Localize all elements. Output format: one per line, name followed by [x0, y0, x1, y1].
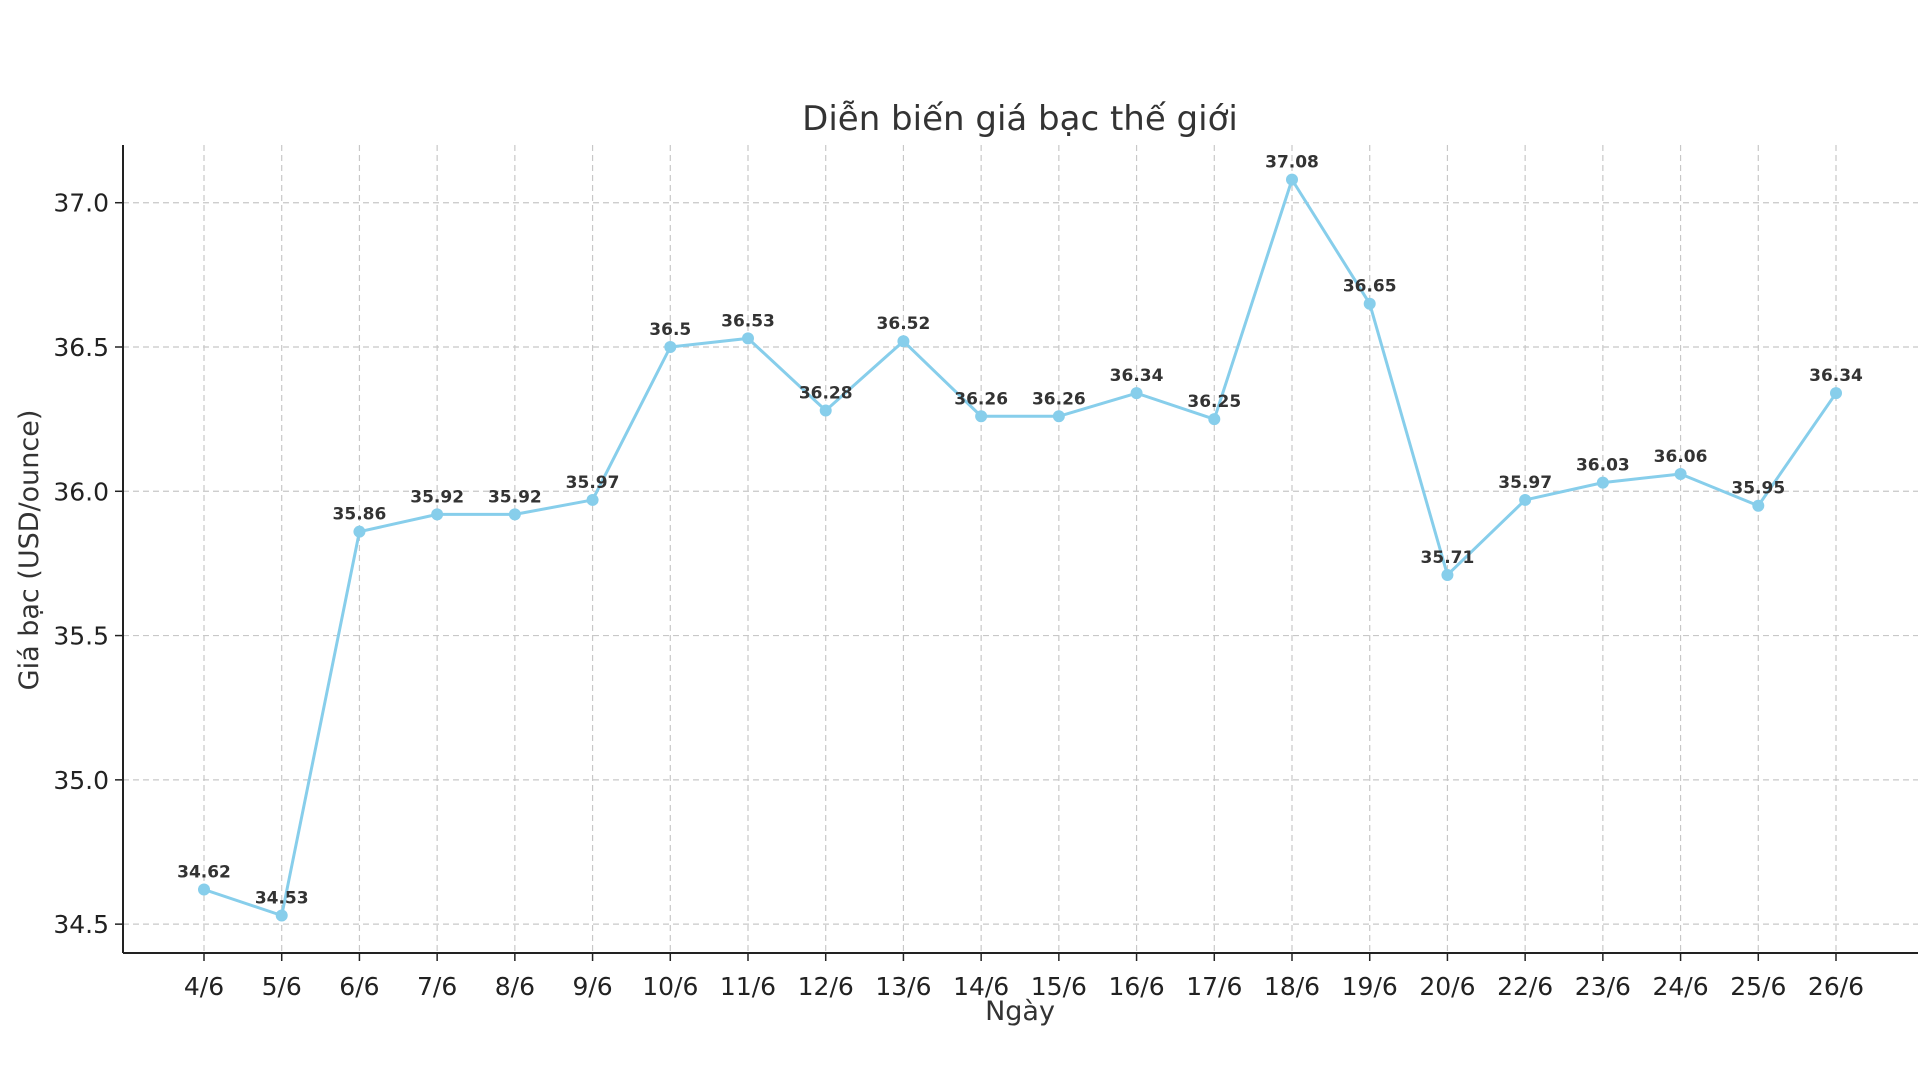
data-point [1286, 173, 1298, 186]
data-label: 36.06 [1654, 447, 1708, 467]
x-tick-label: 12/6 [798, 972, 854, 1001]
data-label: 34.53 [255, 888, 309, 908]
x-tick-label: 15/6 [1031, 972, 1087, 1001]
data-label: 36.34 [1809, 366, 1863, 386]
data-label: 36.26 [1032, 389, 1086, 409]
x-tick-label: 22/6 [1497, 972, 1553, 1001]
y-tick-label: 35.0 [53, 766, 109, 795]
y-tick-label: 35.5 [53, 622, 109, 651]
x-tick-label: 24/6 [1653, 972, 1709, 1001]
x-tick-label: 14/6 [953, 972, 1009, 1001]
data-point [742, 332, 754, 345]
y-tick-label: 34.5 [53, 910, 109, 939]
data-label: 36.53 [721, 311, 775, 331]
x-tick-label: 23/6 [1575, 972, 1631, 1001]
data-point [1752, 499, 1765, 512]
data-label: 36.03 [1576, 456, 1630, 476]
data-point [664, 341, 677, 353]
data-point [1519, 493, 1532, 506]
label-layer: 34.62 34.53 35.86 35.92 35.92 35.97 36.5 36.53 3… [177, 153, 1863, 909]
data-point [1130, 387, 1143, 400]
x-tick-label: 16/6 [1109, 972, 1165, 1001]
data-label: 36.25 [1187, 392, 1241, 412]
series-line [203, 178, 1838, 917]
x-tick-label: 5/6 [262, 972, 302, 1001]
data-label: 36.28 [799, 383, 853, 403]
x-tick-label: 26/6 [1808, 972, 1864, 1001]
x-tick-label: 9/6 [572, 972, 612, 1001]
x-tick-label: 7/6 [417, 972, 457, 1001]
data-label: 35.97 [1498, 473, 1552, 493]
y-tick-label: 36.0 [53, 477, 109, 506]
y-tick-label: 37.0 [53, 189, 109, 218]
data-point [1830, 387, 1842, 400]
data-point [897, 335, 910, 348]
data-label: 35.92 [488, 487, 542, 507]
data-point [1441, 568, 1454, 581]
y-axis-label: Giá bạc (USD/ounce) [14, 410, 45, 691]
data-point [508, 508, 521, 521]
data-label: 35.95 [1731, 479, 1785, 499]
data-label: 36.52 [877, 314, 931, 334]
data-point [1052, 410, 1065, 423]
x-tick-label: 10/6 [642, 972, 698, 1001]
data-label: 37.08 [1265, 153, 1319, 173]
x-tick-label: 4/6 [184, 972, 224, 1001]
chart-title: Diễn biến giá bạc thế giới [802, 99, 1238, 139]
data-point [819, 404, 832, 417]
data-label: 35.86 [333, 505, 387, 525]
data-point [1596, 476, 1609, 489]
series-layer [198, 173, 1842, 922]
data-label: 35.71 [1421, 548, 1475, 568]
data-point [1674, 467, 1687, 480]
data-label: 35.97 [566, 473, 620, 493]
data-point [1363, 297, 1376, 310]
data-point [198, 883, 210, 896]
x-tick-label: 19/6 [1342, 972, 1398, 1001]
x-tick-label: 20/6 [1419, 972, 1475, 1001]
data-label: 34.62 [177, 863, 231, 883]
x-tick-label: 8/6 [495, 972, 535, 1001]
x-tick-label: 18/6 [1264, 972, 1320, 1001]
x-tick-label: 25/6 [1730, 972, 1786, 1001]
data-label: 36.34 [1110, 366, 1164, 386]
x-tick-label: 17/6 [1186, 972, 1242, 1001]
x-tick-label: 6/6 [339, 972, 379, 1001]
data-point [1208, 413, 1221, 426]
data-label: 35.92 [410, 487, 464, 507]
y-tick-label: 36.5 [53, 333, 109, 362]
data-label: 36.5 [649, 320, 691, 340]
x-tick-label: 13/6 [875, 972, 931, 1001]
data-label: 36.65 [1343, 277, 1397, 297]
data-point [975, 410, 988, 423]
data-point [275, 909, 288, 922]
x-axis-label: Ngày [985, 996, 1055, 1027]
data-point [353, 525, 366, 538]
axis-layer: 34.5 35.0 35.5 36.0 36.5 37.0 4/6 5/6 6/6 7/6 8/6 9… [53, 145, 1918, 1001]
x-tick-label: 11/6 [720, 972, 776, 1001]
data-label: 36.26 [954, 389, 1008, 409]
data-point [431, 508, 444, 521]
data-point [586, 493, 599, 506]
grid-layer [123, 145, 1918, 953]
